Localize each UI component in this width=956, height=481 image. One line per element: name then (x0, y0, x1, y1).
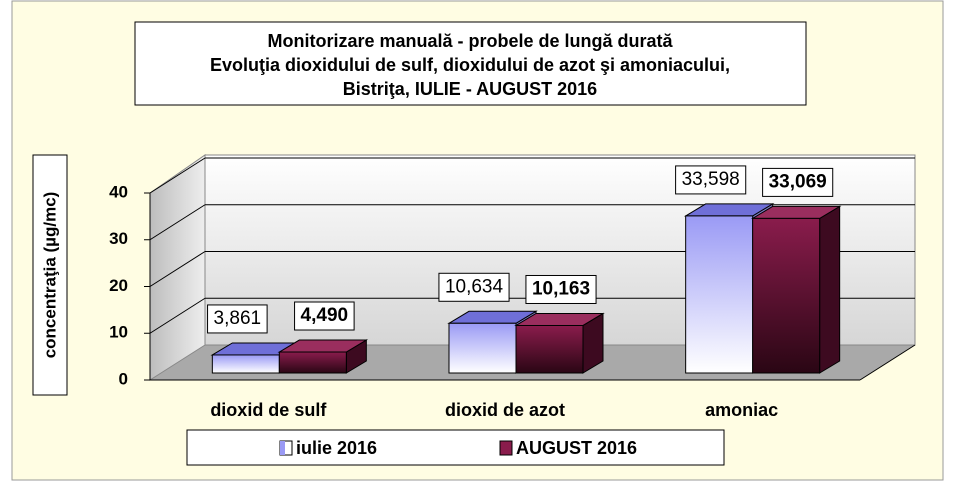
y-label-box (32, 154, 68, 396)
value-label: 3,861 (214, 308, 262, 329)
legend-label: iulie 2016 (296, 438, 377, 458)
chart-title: Monitorizare manuală - probele de lungă … (267, 31, 673, 51)
value-label-box (762, 167, 834, 197)
bar-side (819, 205, 841, 374)
value-label: 4,490 (301, 305, 349, 326)
legend (186, 429, 725, 466)
value-label-box (438, 272, 510, 302)
bar (750, 205, 842, 374)
grid-line (149, 157, 206, 194)
x-tick-label: dioxid de sulf (210, 400, 327, 420)
title-box (134, 21, 807, 106)
bar-front (211, 354, 280, 374)
grid-line (149, 204, 206, 241)
bar-front (685, 215, 754, 374)
legend-label: AUGUST 2016 (516, 438, 637, 458)
y-tick-label: 40 (109, 182, 128, 201)
value-label: 33,598 (682, 169, 740, 190)
y-tick-label: 10 (109, 323, 128, 342)
y-tick-label: 20 (109, 276, 128, 295)
bar-front (278, 351, 347, 374)
x-axis (859, 344, 916, 381)
bar (514, 312, 605, 374)
grid-line (149, 251, 206, 287)
bar (277, 339, 369, 374)
y-axis-label: concentraţia (µg/mc) (40, 192, 59, 359)
value-label-box (207, 304, 268, 334)
value-label-box (525, 274, 597, 304)
value-label: 10,634 (445, 276, 504, 297)
chart-title: Evoluţia dioxidului de sulf, dioxidului … (210, 55, 730, 75)
bar-front (448, 322, 517, 374)
x-tick-label: amoniac (705, 400, 778, 420)
legend-swatch (280, 441, 285, 455)
side-wall (149, 154, 206, 381)
legend-swatch (499, 440, 513, 456)
y-tick-label: 30 (109, 229, 128, 248)
bar-front (515, 324, 584, 374)
value-label: 33,069 (769, 171, 827, 192)
x-tick-label: dioxid de azot (445, 400, 565, 420)
chart-title: Bistriţa, IULIE - AUGUST 2016 (343, 79, 597, 99)
grid-line (149, 297, 206, 334)
y-tick-label: 0 (119, 369, 128, 388)
value-label-box (294, 301, 355, 331)
value-label-box (675, 165, 747, 195)
bar-front (752, 217, 821, 374)
value-label: 10,163 (532, 279, 590, 300)
